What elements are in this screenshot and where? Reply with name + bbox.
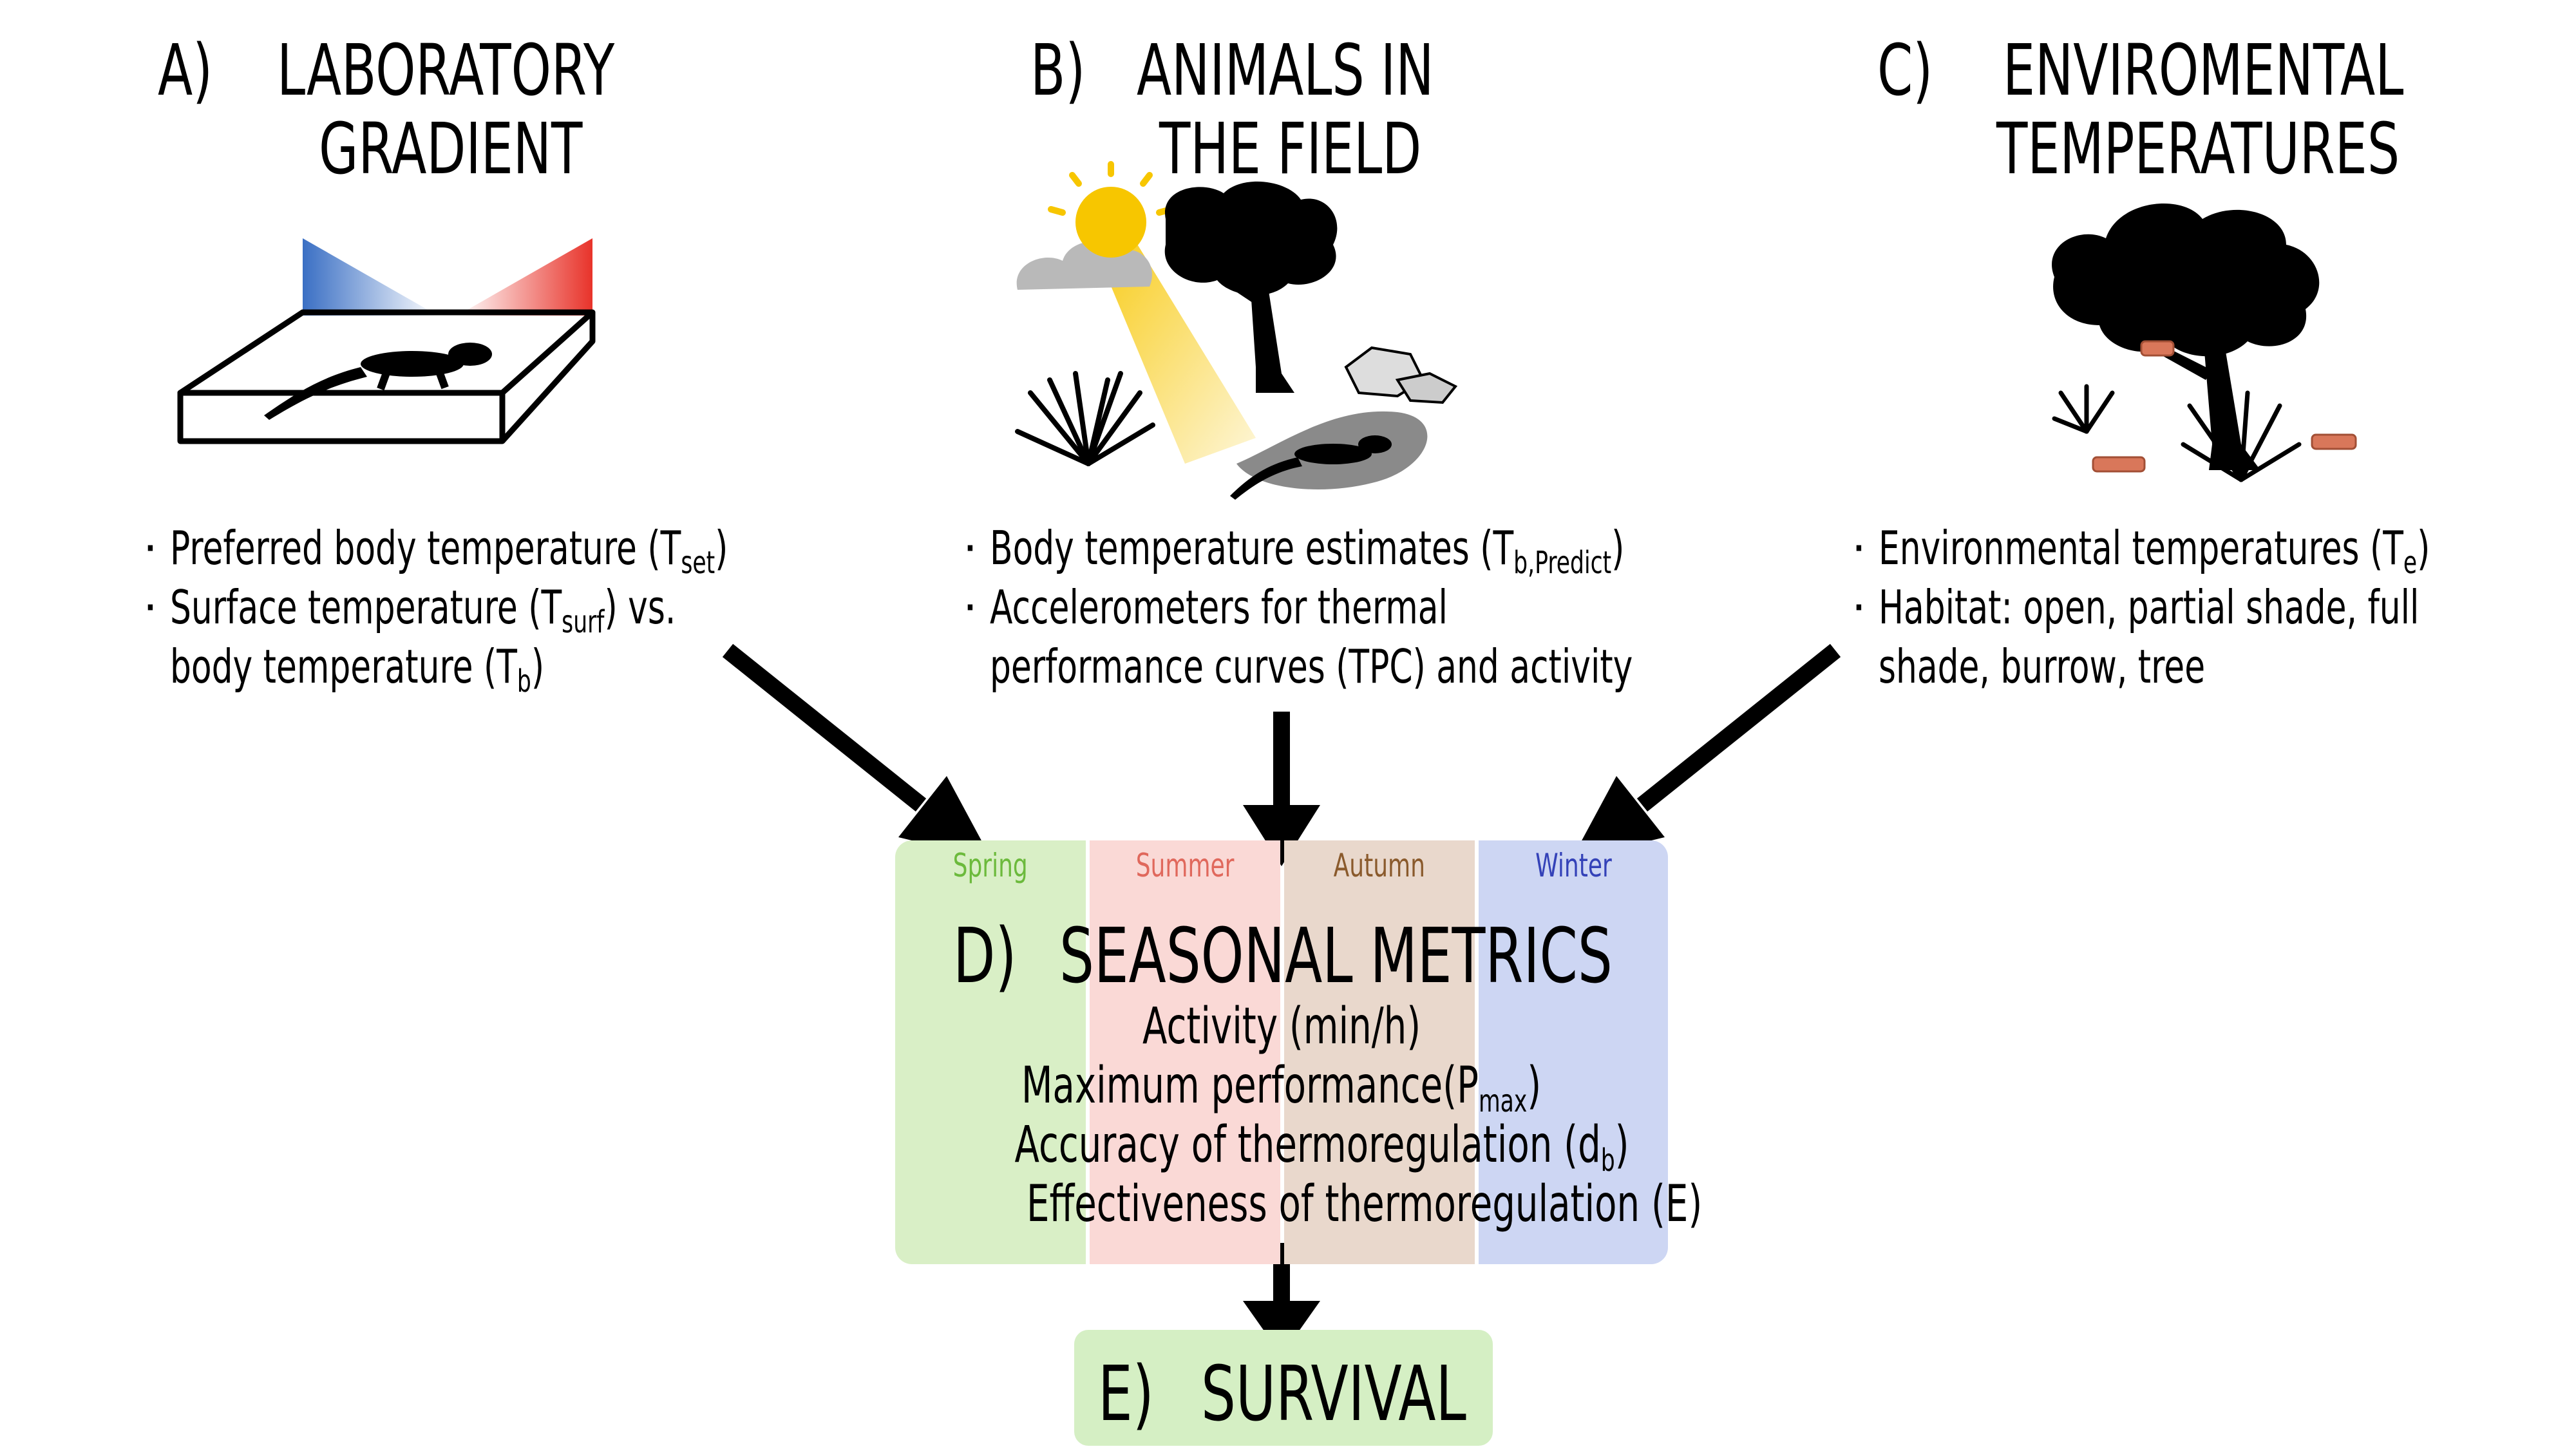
season-summer-band [1090, 840, 1280, 1264]
panel-d-title: SEASONAL METRICS [1059, 911, 1613, 1000]
panel-a-header: A) LABORATORY GRADIENT [158, 31, 712, 192]
metric-effectiveness: Effectiveness of thermoregulation (E) [1027, 1175, 1703, 1233]
panel-c-title-2: TEMPERATURES [1996, 108, 2400, 190]
panel-a-title-2: GRADIENT [319, 108, 583, 190]
copper-model-icon [2092, 340, 2357, 473]
season-autumn-label: Autumn [1333, 847, 1426, 884]
season-spring-band [895, 840, 1086, 1264]
panel-b-title-2: THE FIELD [1159, 108, 1422, 190]
grass-icon [2052, 384, 2302, 482]
panel-d-header: D) SEASONAL METRICS [953, 911, 1662, 1001]
lizard-icon [264, 343, 492, 420]
season-spring-label: Spring [952, 847, 1028, 884]
panel-c-title-1: ENVIROMENTAL [2003, 29, 2404, 111]
panel-b-bullet-2: Accelerometers for thermal [990, 580, 1448, 634]
seasonal-metrics-box [895, 840, 1668, 1264]
seasonal-metrics-list: Activity (min/h) Maximum performance(Pma… [895, 997, 1703, 1234]
panel-a-bullet-3: body temperature (Tb) [170, 639, 545, 699]
panel-b-bullet-1: Body temperature estimates (Tb,Predict) [990, 521, 1625, 581]
metric-activity: Activity (min/h) [1142, 998, 1421, 1056]
panel-b-letter: B) [1030, 29, 1086, 111]
grass-icon [1015, 371, 1155, 466]
panel-c-header: C) ENVIROMENTAL TEMPERATURES [1877, 31, 2457, 192]
panel-b-bullet-3: performance curves (TPC) and activity [990, 639, 1633, 694]
tree-icon [1164, 181, 1338, 393]
metric-max-performance: Maximum performance(Pmax) [1021, 1057, 1542, 1119]
laboratory-gradient-illustration [177, 238, 596, 444]
panel-b-bullets: · Body temperature estimates (Tb,Predict… [963, 518, 1671, 705]
field-scene-illustration [1015, 161, 1458, 500]
panel-b-title-1: ANIMALS IN [1137, 29, 1434, 111]
metric-accuracy: Accuracy of thermoregulation (db) [1014, 1116, 1629, 1179]
cold-gradient [303, 238, 438, 316]
panel-a-title-1: LABORATORY [277, 29, 615, 111]
season-autumn-band [1284, 840, 1475, 1264]
season-winter-label: Winter [1535, 847, 1612, 884]
panel-a-letter: A) [158, 29, 213, 111]
panel-a-bullets: · Preferred body temperature (Tset) · Su… [143, 518, 787, 705]
panel-e-letter: E) [1098, 1349, 1154, 1438]
panel-c-bullet-3: shade, burrow, tree [1879, 639, 2206, 694]
panel-c-letter: C) [1877, 29, 1933, 111]
panel-c-bullet-2: Habitat: open, partial shade, full [1879, 580, 2420, 634]
season-summer-label: Summer [1135, 847, 1235, 884]
panel-c-bullet-1: Environmental temperatures (Te) [1879, 521, 2430, 581]
rock-icon [1344, 346, 1458, 404]
season-winter-band [1479, 840, 1668, 1264]
panel-b-header: B) ANIMALS IN THE FIELD [1030, 31, 1546, 192]
panel-d-letter: D) [953, 911, 1017, 1000]
panel-e-header: E) SURVIVAL [1098, 1349, 1484, 1438]
arrow-c-to-d [1636, 643, 1841, 812]
environment-scene-illustration [2052, 204, 2357, 482]
panel-c-bullets: · Environmental temperatures (Te) · Habi… [1852, 518, 2560, 705]
panel-e-title: SURVIVAL [1201, 1349, 1466, 1438]
lizard-icon [1230, 435, 1392, 500]
arena-box-icon [177, 309, 596, 444]
survival-box [1074, 1330, 1493, 1446]
panel-a-bullet-2: Surface temperature (Tsurf) vs. [170, 580, 676, 640]
arrow-a-to-d [722, 643, 927, 812]
panel-a-bullet-1: Preferred body temperature (Tset) [170, 521, 728, 581]
hot-gradient [457, 238, 592, 316]
